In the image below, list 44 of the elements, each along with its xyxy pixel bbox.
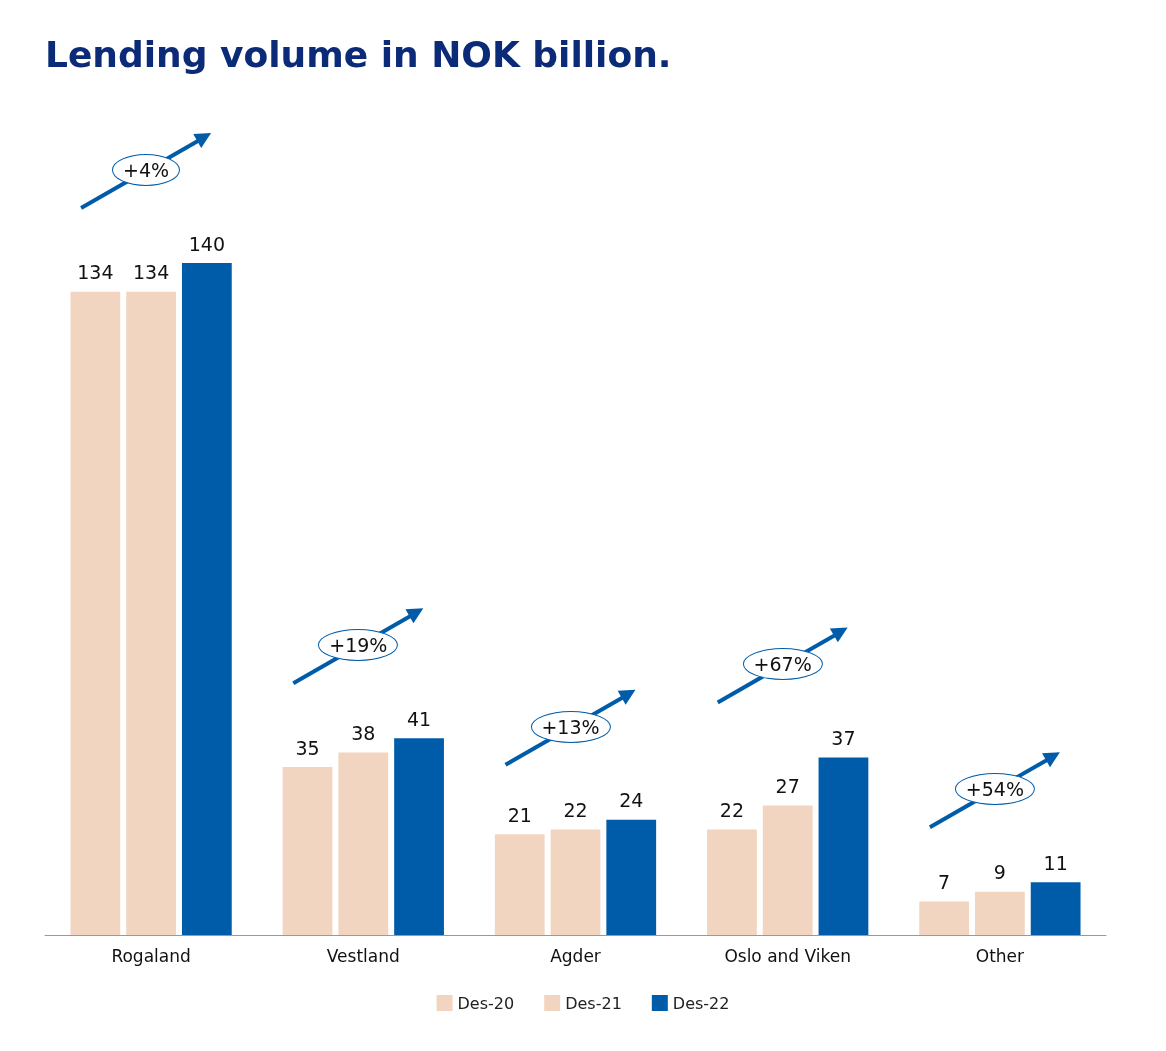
- data-label: 11: [1043, 851, 1068, 874]
- bar: [1030, 882, 1081, 935]
- annotation: +19%: [318, 629, 399, 662]
- data-label: 27: [775, 774, 800, 797]
- bar: [919, 901, 970, 935]
- bar: [550, 829, 601, 935]
- bar: [818, 757, 869, 935]
- chart-title: Lending volume in NOK billion.: [45, 34, 672, 75]
- data-label: 24: [619, 789, 644, 812]
- x-tick-label: Oslo and Viken: [724, 945, 851, 966]
- legend-label: Des-20: [457, 993, 515, 1013]
- bar: [606, 819, 657, 935]
- data-label: 21: [507, 803, 532, 826]
- legend-label: Des-21: [565, 993, 622, 1013]
- bar: [975, 891, 1025, 935]
- x-tick-label: Vestland: [326, 945, 400, 966]
- bar: [707, 829, 757, 935]
- text: +4%: [112, 154, 181, 186]
- data-label: 22: [719, 798, 745, 821]
- bar: [126, 291, 176, 935]
- bar: [70, 291, 121, 935]
- data-label: 7: [938, 870, 951, 893]
- x-tick-label: Rogaland: [111, 945, 191, 966]
- annotation: +67%: [742, 648, 823, 681]
- data-label: 9: [993, 861, 1006, 884]
- bar: [494, 834, 545, 935]
- bar: [181, 263, 232, 935]
- data-label: 41: [406, 707, 432, 730]
- data-label: 22: [563, 798, 588, 821]
- x-tick-label: Agder: [550, 945, 601, 966]
- x-tick-label: Other: [975, 945, 1025, 966]
- annotation: +13%: [530, 710, 611, 743]
- data-label: 134: [77, 261, 114, 284]
- legend-label: Des-22: [672, 993, 730, 1013]
- data-label: 134: [132, 261, 170, 284]
- data-label: 38: [351, 722, 376, 745]
- bar: [762, 805, 813, 935]
- bar: [282, 767, 333, 935]
- data-label: 37: [831, 726, 856, 749]
- data-label: 35: [295, 736, 320, 759]
- bar: [338, 752, 389, 935]
- bar: [394, 738, 444, 935]
- data-label: 140: [188, 232, 225, 255]
- annotation: +54%: [954, 773, 1035, 806]
